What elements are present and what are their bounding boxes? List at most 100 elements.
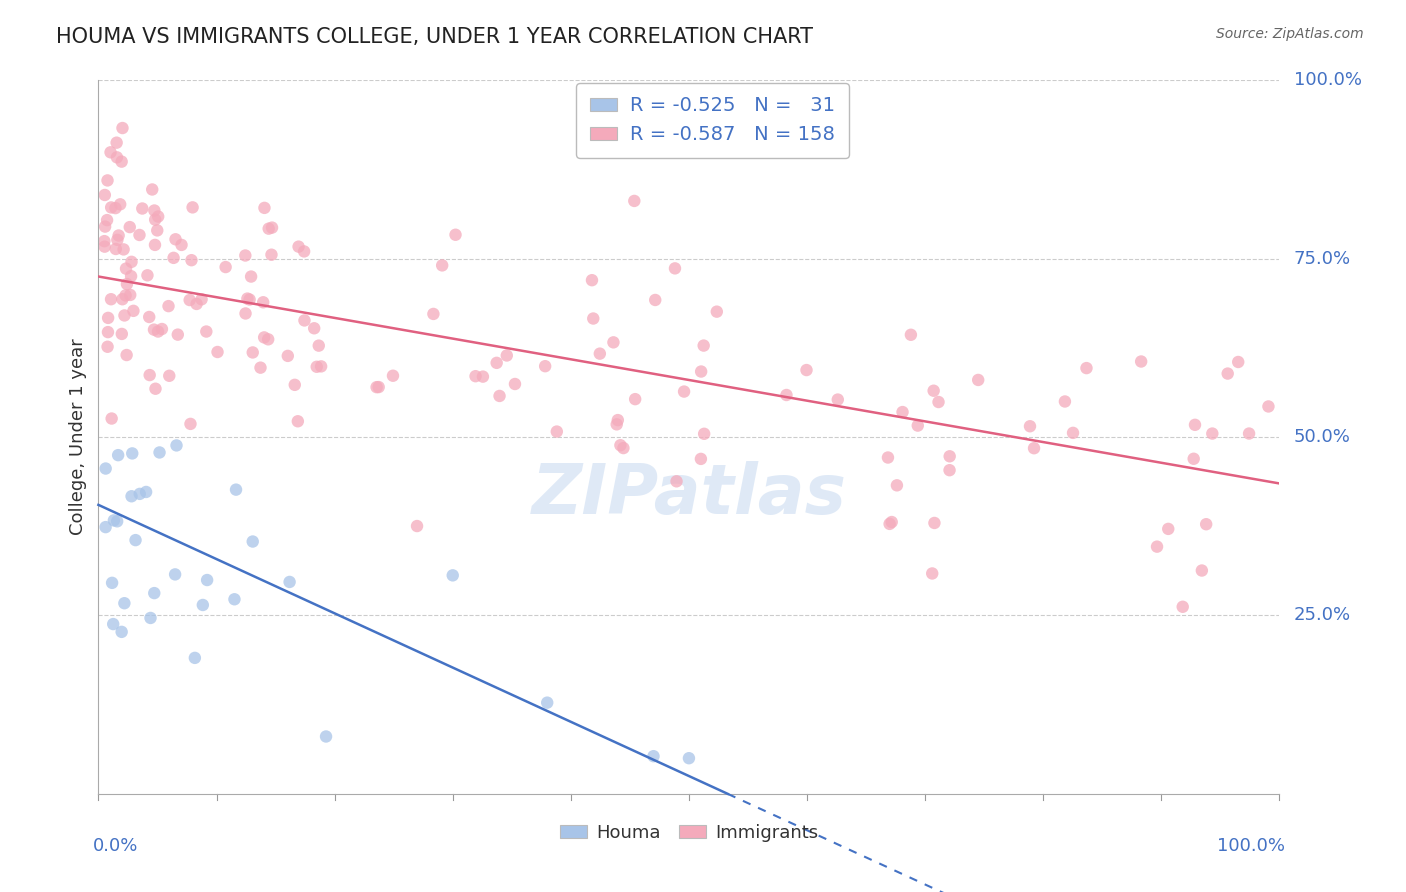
Point xyxy=(112,243,135,257)
Point xyxy=(260,220,283,235)
Point xyxy=(1237,426,1260,441)
Point xyxy=(249,360,271,375)
Point xyxy=(678,751,700,765)
Point xyxy=(143,323,166,337)
Point xyxy=(235,306,257,320)
Point xyxy=(146,223,169,237)
Point xyxy=(692,338,714,352)
Point xyxy=(121,489,143,503)
Point xyxy=(118,220,141,235)
Point xyxy=(143,238,166,252)
Point xyxy=(191,598,214,612)
Point xyxy=(609,438,631,452)
Point xyxy=(252,295,274,310)
Point xyxy=(536,696,558,710)
Point xyxy=(104,201,127,215)
Point xyxy=(150,322,173,336)
Point xyxy=(907,418,929,433)
Point xyxy=(606,413,628,427)
Point xyxy=(253,330,276,344)
Point xyxy=(94,520,117,534)
Text: 100.0%: 100.0% xyxy=(1218,837,1285,855)
Point xyxy=(706,304,728,318)
Point xyxy=(233,248,256,262)
Point xyxy=(121,255,143,269)
Legend: Houma, Immigrants: Houma, Immigrants xyxy=(553,817,825,849)
Point xyxy=(278,574,301,589)
Point xyxy=(148,445,170,459)
Point xyxy=(190,293,212,307)
Point xyxy=(165,232,187,246)
Point xyxy=(665,475,688,489)
Point xyxy=(111,292,134,306)
Point xyxy=(111,326,134,341)
Point xyxy=(108,197,131,211)
Point xyxy=(1191,564,1213,578)
Point xyxy=(495,349,517,363)
Point xyxy=(827,392,849,407)
Point xyxy=(287,414,309,428)
Point xyxy=(308,338,330,352)
Point xyxy=(471,369,494,384)
Point xyxy=(157,299,180,313)
Point xyxy=(1216,367,1239,381)
Point xyxy=(179,293,201,307)
Point xyxy=(100,145,122,160)
Point xyxy=(105,150,128,164)
Point xyxy=(145,382,167,396)
Point xyxy=(214,260,236,274)
Point xyxy=(143,212,166,227)
Point xyxy=(253,201,276,215)
Point xyxy=(112,596,135,610)
Point xyxy=(97,325,120,339)
Point xyxy=(111,624,134,639)
Point xyxy=(97,340,120,354)
Point xyxy=(693,426,716,441)
Point xyxy=(239,293,262,307)
Text: 50.0%: 50.0% xyxy=(1294,428,1351,446)
Point xyxy=(97,310,120,325)
Point xyxy=(534,359,557,374)
Point xyxy=(488,389,510,403)
Point xyxy=(93,240,115,254)
Point xyxy=(277,349,299,363)
Point xyxy=(1201,426,1223,441)
Point xyxy=(114,309,136,323)
Point xyxy=(166,438,188,452)
Point xyxy=(1184,417,1206,432)
Point xyxy=(105,514,128,528)
Point xyxy=(284,377,307,392)
Point xyxy=(138,310,160,324)
Point xyxy=(1171,599,1194,614)
Point xyxy=(146,325,169,339)
Point xyxy=(643,749,665,764)
Point xyxy=(124,533,146,548)
Point xyxy=(1022,441,1045,455)
Point xyxy=(236,292,259,306)
Point xyxy=(602,335,624,350)
Point xyxy=(589,346,612,360)
Point xyxy=(257,332,280,346)
Point xyxy=(485,356,508,370)
Point xyxy=(100,411,122,425)
Point xyxy=(122,303,145,318)
Text: 25.0%: 25.0% xyxy=(1294,607,1351,624)
Point xyxy=(107,228,129,243)
Text: Source: ZipAtlas.com: Source: ZipAtlas.com xyxy=(1216,27,1364,41)
Text: HOUMA VS IMMIGRANTS COLLEGE, UNDER 1 YEAR CORRELATION CHART: HOUMA VS IMMIGRANTS COLLEGE, UNDER 1 YEA… xyxy=(56,27,813,46)
Point xyxy=(315,730,337,744)
Point xyxy=(242,534,264,549)
Point xyxy=(115,277,138,291)
Point xyxy=(105,136,128,150)
Point xyxy=(1130,354,1153,368)
Point xyxy=(891,405,914,419)
Point xyxy=(114,288,136,302)
Point xyxy=(94,188,117,202)
Point xyxy=(104,242,127,256)
Point xyxy=(921,566,943,581)
Point xyxy=(141,182,163,196)
Point xyxy=(673,384,696,399)
Point xyxy=(938,463,960,477)
Point xyxy=(1019,419,1042,434)
Point xyxy=(103,513,125,527)
